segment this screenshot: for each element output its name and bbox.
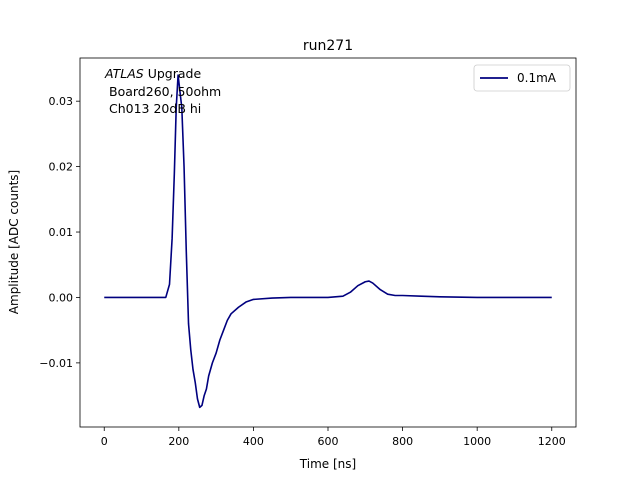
x-ticks: 0 200 400 600 800 1000 1200 bbox=[101, 427, 566, 448]
x-tick-label: 0 bbox=[101, 435, 108, 448]
x-tick-label: 800 bbox=[392, 435, 413, 448]
y-tick-label: 0.00 bbox=[49, 291, 74, 304]
annotation-line-2: Board260, 50ohm bbox=[109, 84, 221, 99]
annotation-atlas: ATLAS bbox=[104, 66, 144, 81]
y-tick-label: 0.01 bbox=[49, 226, 74, 239]
y-tick-label: 0.03 bbox=[49, 95, 74, 108]
x-tick-label: 1000 bbox=[463, 435, 491, 448]
x-tick-label: 200 bbox=[168, 435, 189, 448]
y-ticks: −0.01 0.00 0.01 0.02 0.03 bbox=[39, 95, 80, 370]
x-axis-label: Time [ns] bbox=[299, 457, 356, 471]
y-tick-label: −0.01 bbox=[39, 357, 73, 370]
legend-box bbox=[473, 64, 571, 92]
x-tick-label: 1200 bbox=[538, 435, 566, 448]
x-tick-label: 400 bbox=[243, 435, 264, 448]
legend-label: 0.1mA bbox=[517, 71, 557, 85]
series-layer bbox=[104, 74, 552, 409]
series-line-0 bbox=[104, 74, 552, 409]
annotation-line-3: Ch013 20dB hi bbox=[109, 101, 201, 116]
legend: 0.1mA bbox=[473, 64, 571, 92]
y-tick-label: 0.02 bbox=[49, 161, 74, 174]
plot-background bbox=[80, 58, 576, 427]
y-axis-label: Amplitude [ADC counts] bbox=[7, 170, 21, 314]
annotation-line-1: ATLAS Upgrade bbox=[104, 66, 201, 81]
x-tick-label: 600 bbox=[318, 435, 339, 448]
annotation: ATLAS Upgrade Board260, 50ohm Ch013 20dB… bbox=[104, 66, 221, 116]
annotation-upgrade: Upgrade bbox=[144, 66, 202, 81]
chart-title: run271 bbox=[303, 38, 353, 54]
